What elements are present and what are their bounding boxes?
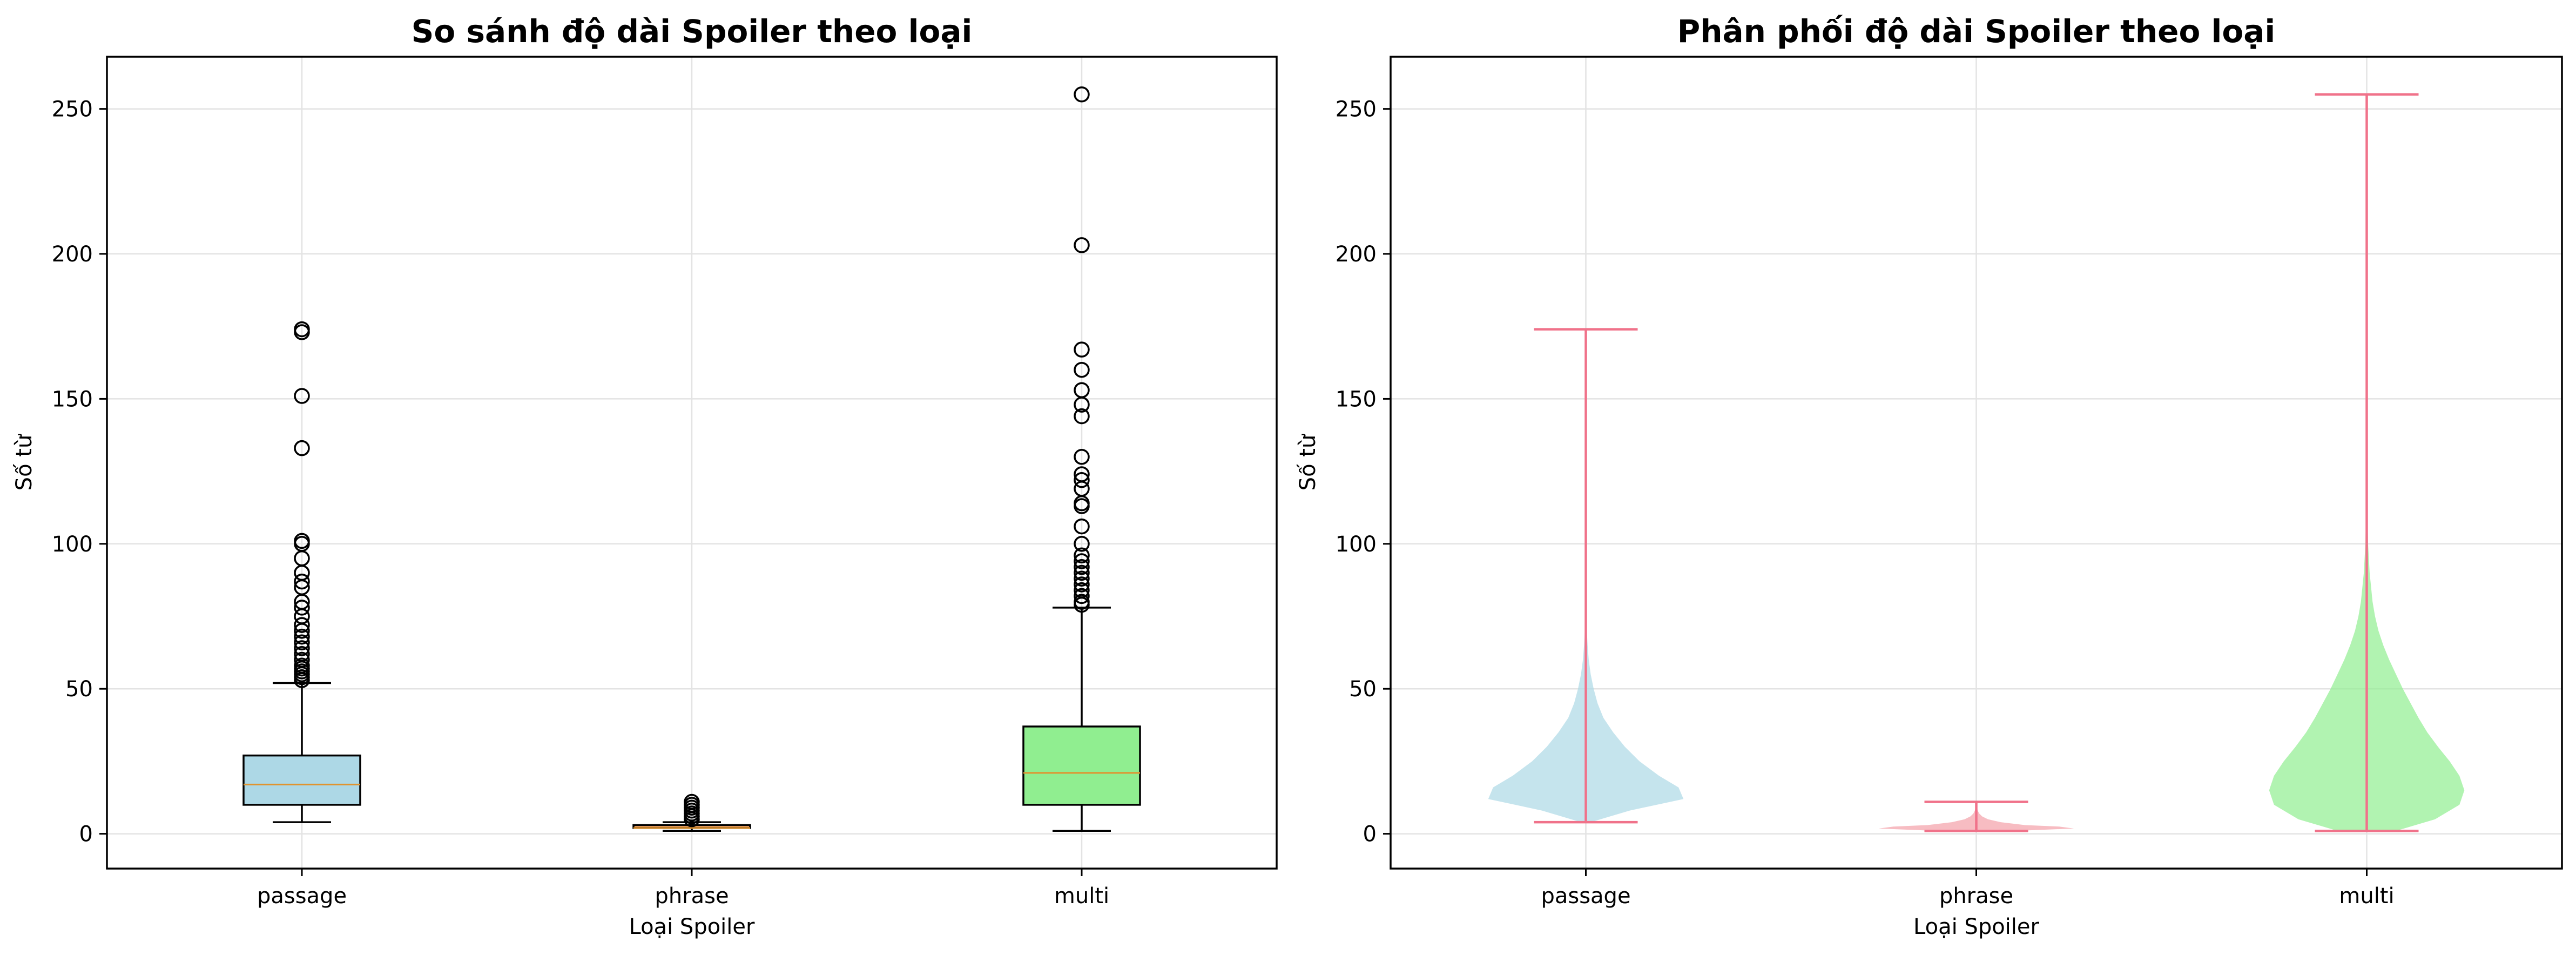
outlier-point xyxy=(294,600,310,616)
violinplot-ticks: 0 50 100 150 200 250 passage phrase multi xyxy=(1336,97,2395,909)
xtick-label: passage xyxy=(257,884,347,909)
violinplot-marks xyxy=(1488,93,2465,832)
xtick-label: phrase xyxy=(1939,884,2013,909)
outlier-point xyxy=(1074,86,1090,103)
xtick-label: multi xyxy=(2339,884,2394,909)
outlier-point xyxy=(294,640,310,656)
boxplot-xlabel: Loại Spoiler xyxy=(629,914,755,939)
violin-multi xyxy=(2269,93,2465,832)
outlier-point xyxy=(294,321,310,338)
violin-phrase xyxy=(1878,801,2074,832)
outlier-point xyxy=(1074,518,1090,535)
outlier-point xyxy=(1074,466,1090,482)
outlier-point xyxy=(294,573,310,590)
outlier-point xyxy=(684,793,700,810)
ytick-label: 250 xyxy=(52,97,93,122)
ytick-label: 0 xyxy=(1363,822,1377,847)
boxplot-panel: So sánh độ dài Spoiler theo loại Loại Sp… xyxy=(12,13,1278,939)
xtick-label: passage xyxy=(1541,884,1630,909)
boxplot-ylabel: Số từ xyxy=(12,433,37,490)
violinplot-xlabel: Loại Spoiler xyxy=(1913,914,2039,939)
outlier-point xyxy=(1074,588,1090,604)
outlier-point xyxy=(294,646,310,662)
boxplot-ticks: 0 50 100 150 200 250 passage phrase multi xyxy=(52,97,1109,909)
outlier-point xyxy=(294,617,310,633)
outlier-point xyxy=(1074,570,1090,587)
boxplot-marks xyxy=(242,86,1141,832)
outlier-point xyxy=(294,533,310,549)
violinplot-panel: Phân phối độ dài Spoiler theo loại Loại … xyxy=(1296,13,2563,939)
box-phrase xyxy=(632,793,751,832)
outlier-point xyxy=(294,634,310,651)
outlier-point xyxy=(1074,594,1090,610)
boxplot-frame xyxy=(106,56,1278,870)
outlier-point xyxy=(1074,408,1090,425)
box-multi xyxy=(1022,86,1141,832)
outlier-point xyxy=(1074,576,1090,593)
violinplot-title: Phân phối độ dài Spoiler theo loại xyxy=(1677,13,2276,50)
outlier-point xyxy=(1074,361,1090,378)
outlier-point xyxy=(1074,536,1090,552)
outlier-point xyxy=(1074,237,1090,253)
outlier-point xyxy=(1074,382,1090,399)
outlier-point xyxy=(1074,341,1090,358)
outlier-point xyxy=(1074,547,1090,564)
ytick-label: 150 xyxy=(52,387,93,412)
ytick-label: 0 xyxy=(79,822,93,847)
ytick-label: 50 xyxy=(1349,677,1377,702)
box-iqr xyxy=(1022,725,1141,806)
outlier-point xyxy=(294,657,310,674)
outlier-point xyxy=(1074,472,1090,488)
ytick-label: 250 xyxy=(1336,97,1377,122)
ytick-label: 100 xyxy=(1336,532,1377,557)
violinplot-frame xyxy=(1390,56,2563,870)
xtick-label: multi xyxy=(1054,884,1109,909)
ytick-label: 100 xyxy=(52,532,93,557)
outlier-point xyxy=(294,388,310,404)
ytick-label: 50 xyxy=(65,677,93,702)
ytick-label: 150 xyxy=(1336,387,1377,412)
outlier-point xyxy=(1074,553,1090,569)
ytick-label: 200 xyxy=(1336,242,1377,267)
outlier-point xyxy=(1074,564,1090,581)
outlier-point xyxy=(1074,449,1090,465)
violin-passage xyxy=(1488,328,1684,824)
violinplot-ylabel: Số từ xyxy=(1296,433,1320,490)
outlier-point xyxy=(294,628,310,645)
xtick-label: phrase xyxy=(655,884,729,909)
box-iqr xyxy=(242,754,361,806)
outlier-point xyxy=(1074,582,1090,598)
outlier-point xyxy=(294,651,310,668)
ytick-label: 200 xyxy=(52,242,93,267)
outlier-point xyxy=(1074,559,1090,575)
outlier-point xyxy=(294,440,310,456)
box-passage xyxy=(242,321,361,823)
boxplot-title: So sánh độ dài Spoiler theo loại xyxy=(412,13,973,50)
